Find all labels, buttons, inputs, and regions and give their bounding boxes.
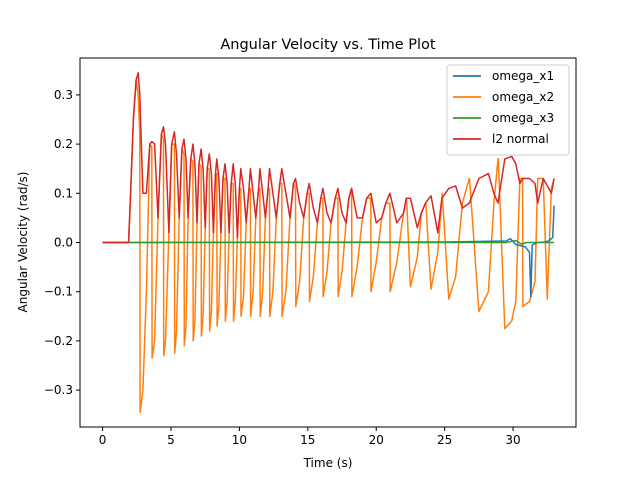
y-tick-label: −0.1: [44, 285, 73, 299]
y-tick-label: 0.2: [54, 137, 73, 151]
y-tick-label: 0.3: [54, 88, 73, 102]
series-line-omega-x3: [102, 239, 555, 245]
y-axis-label: Angular Velocity (rad/s): [16, 172, 30, 313]
legend-label-omega-x2: omega_x2: [492, 90, 554, 104]
y-tick-label: 0.1: [54, 186, 73, 200]
series-line-l2-normal: [102, 72, 555, 244]
x-tick-label: 15: [300, 433, 315, 447]
series-layer: [102, 72, 555, 413]
legend-label-l2-normal: l2 normal: [492, 132, 549, 146]
y-axis-ticks: −0.3 −0.2 −0.1 0.0 0.1 0.2 0.3: [44, 88, 80, 397]
chart-title: Angular Velocity vs. Time Plot: [220, 37, 436, 53]
x-tick-label: 30: [505, 433, 520, 447]
series-line-omega-x1: [102, 205, 555, 298]
x-tick-label: 5: [167, 433, 175, 447]
legend: omega_x1 omega_x2 omega_x3 l2 normal: [446, 64, 570, 156]
x-tick-label: 0: [99, 433, 107, 447]
legend-label-omega-x1: omega_x1: [492, 69, 554, 83]
y-tick-label: 0.0: [54, 236, 73, 250]
x-tick-label: 25: [437, 433, 452, 447]
x-axis-ticks: 0 5 10 15 20 25 30: [99, 427, 521, 447]
x-tick-label: 20: [369, 433, 384, 447]
series-line-omega-x2: [102, 79, 555, 413]
legend-box: [446, 64, 570, 156]
y-tick-label: −0.3: [44, 383, 73, 397]
x-tick-label: 10: [232, 433, 247, 447]
legend-label-omega-x3: omega_x3: [492, 111, 554, 125]
y-tick-label: −0.2: [44, 334, 73, 348]
x-axis-label: Time (s): [303, 456, 353, 470]
